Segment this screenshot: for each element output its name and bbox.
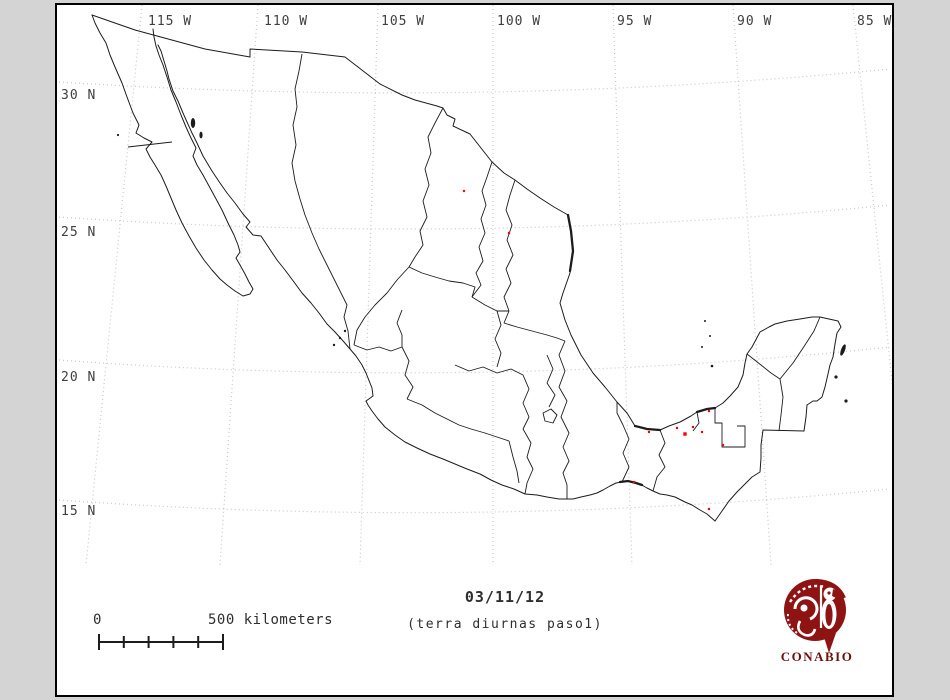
conabio-emblem-icon	[784, 578, 846, 653]
islands-layer	[116, 118, 848, 403]
fire-hotspot-dot	[707, 507, 711, 511]
mexico-map-canvas[interactable]	[57, 5, 892, 665]
scalebar	[98, 634, 224, 650]
fire-hotspot-dot	[707, 409, 711, 413]
fire-hotspot-dot	[507, 231, 511, 235]
state-boundaries	[127, 53, 821, 499]
fire-hotspots-layer	[462, 189, 725, 511]
grid-layer	[58, 5, 892, 566]
fire-hotspot-dot	[691, 425, 695, 429]
scalebar-zero-label: 0	[93, 612, 102, 628]
scalebar-distance-label: 500 kilometers	[208, 612, 334, 628]
fire-hotspot-dot	[721, 443, 725, 447]
lagoon-coast-layer	[566, 213, 717, 487]
fire-hotspot-dot	[700, 430, 704, 434]
conabio-logo	[784, 578, 846, 653]
fire-hotspot-dot	[632, 480, 636, 484]
conabio-wordmark: CONABIO	[780, 649, 854, 664]
fire-hotspot-dot	[675, 426, 679, 430]
fire-hotspot-dot	[683, 432, 687, 436]
fire-hotspot-dot	[647, 430, 651, 434]
fire-hotspot-dot	[462, 189, 466, 193]
map-subtitle: (terra diurnas paso1)	[407, 617, 603, 632]
map-date: 03/11/12	[464, 588, 546, 606]
mexico-outline	[91, 14, 842, 522]
map-panel: 115 W 110 W 105 W 100 W 95 W 90 W 85 W 30 N 25 …	[55, 3, 894, 697]
